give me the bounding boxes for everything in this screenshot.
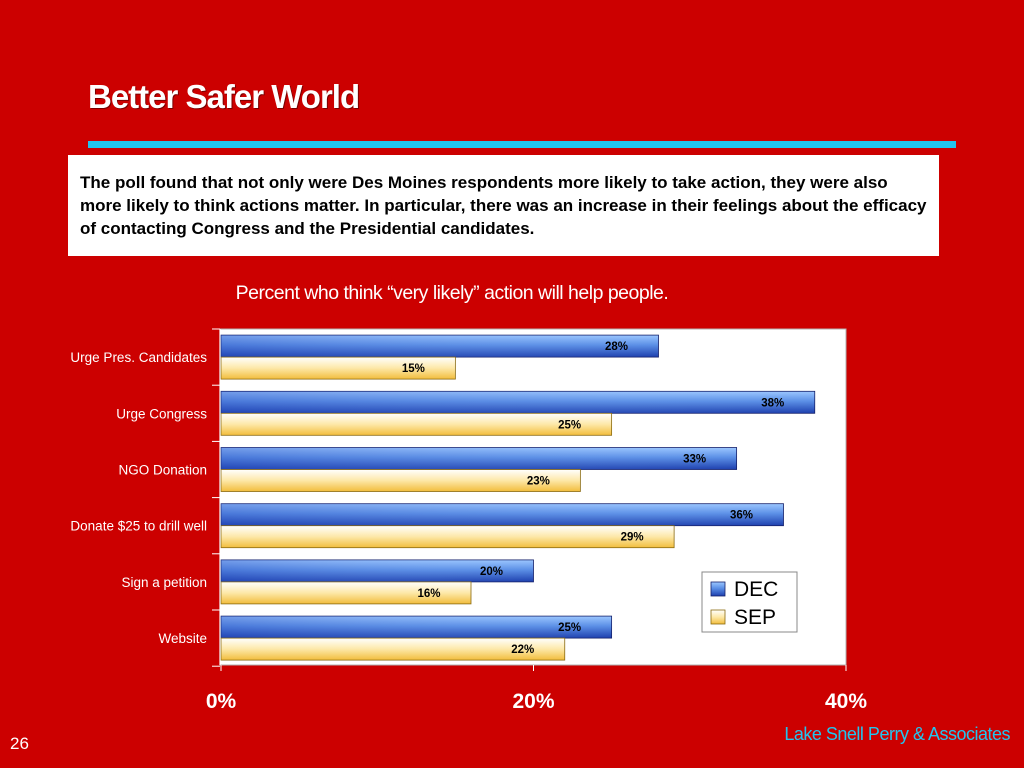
category-label-donate-25-to-drill-well: Donate $25 to drill well: [70, 519, 207, 534]
bar-shade: [221, 503, 784, 526]
data-label-dec-urge-congress: 38%: [761, 397, 784, 409]
legend-label-sep: SEP: [734, 606, 776, 629]
data-label-dec-sign-a-petition: 20%: [480, 566, 503, 578]
title-underline: [88, 141, 956, 148]
summary-text: The poll found that not only were Des Mo…: [80, 173, 927, 238]
slide-title: Better Safer World: [88, 78, 360, 115]
legend-swatch-sep: [710, 609, 726, 625]
chart-title: Percent who think “very likely” action w…: [235, 282, 669, 304]
bar-sep-sign-a-petition: [220, 581, 472, 605]
data-label-sep-website: 22%: [511, 644, 534, 656]
x-tick-label: 20%: [512, 690, 554, 713]
data-label-dec-urge-pres-candidates: 28%: [605, 341, 628, 353]
bar-shade: [221, 616, 612, 639]
bar-sep-urge-congress: [220, 412, 613, 436]
x-tick-label: 40%: [825, 690, 867, 713]
chart-legend: DEC SEP: [701, 571, 798, 633]
data-label-sep-sign-a-petition: 16%: [417, 588, 440, 600]
bar-shade: [221, 559, 534, 582]
data-label-sep-ngo-donation: 23%: [527, 476, 550, 488]
legend-swatch-dec: [710, 581, 726, 597]
category-label-ngo-donation: NGO Donation: [118, 463, 207, 478]
data-label-dec-website: 25%: [558, 622, 581, 634]
data-label-sep-donate-25-to-drill-well: 29%: [621, 532, 644, 544]
data-label-sep-urge-pres-candidates: 15%: [402, 363, 425, 375]
legend-label-dec: DEC: [734, 578, 778, 601]
data-label-sep-urge-congress: 25%: [558, 419, 581, 431]
category-label-urge-pres-candidates: Urge Pres. Candidates: [70, 350, 207, 365]
bar-sep-ngo-donation: [220, 469, 581, 492]
bar-shade: [221, 335, 659, 358]
bar-sep-urge-pres-candidates: [220, 356, 456, 380]
page-number: 26: [10, 734, 29, 753]
bar-shade: [221, 391, 815, 414]
summary-text-box: The poll found that not only were Des Mo…: [68, 155, 939, 256]
bar-shade: [221, 447, 737, 470]
category-label-urge-congress: Urge Congress: [116, 406, 207, 421]
category-label-website: Website: [158, 631, 207, 646]
bar-sep-donate-25-to-drill-well: [220, 525, 675, 549]
data-label-dec-donate-25-to-drill-well: 36%: [730, 510, 753, 522]
category-label-sign-a-petition: Sign a petition: [121, 575, 207, 590]
footer-company: Lake Snell Perry & Associates: [784, 724, 1010, 744]
data-label-dec-ngo-donation: 33%: [683, 454, 706, 466]
x-tick-label: 0%: [206, 690, 237, 713]
bar-chart: 28% 15% 38% 25% 33% 23% 36% 29% 20% 16% 25% 22% Urg…: [70, 328, 867, 713]
bar-sep-website: [220, 637, 566, 661]
